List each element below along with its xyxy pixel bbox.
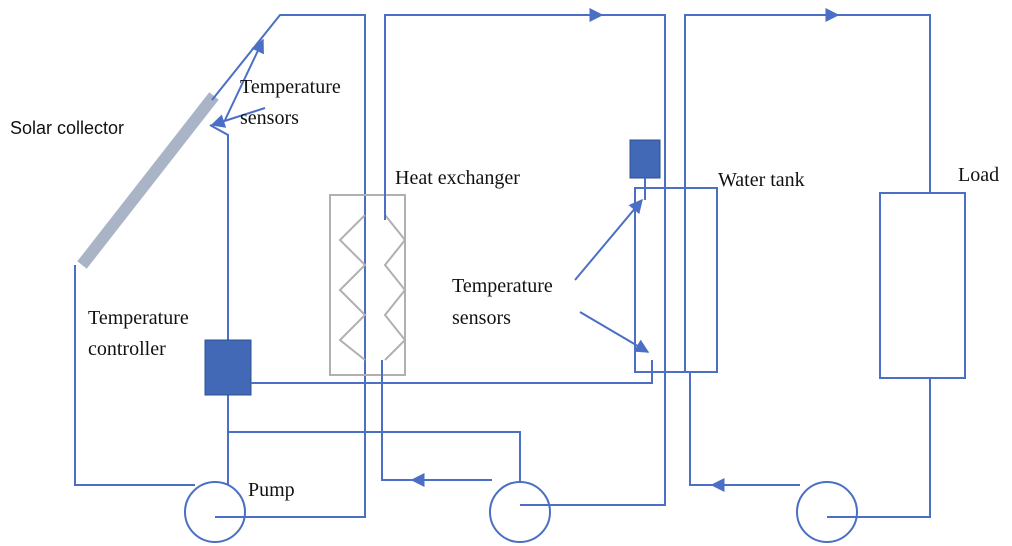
pipe: [827, 378, 931, 518]
load: [879, 192, 966, 379]
label: sensors: [452, 307, 511, 329]
sensor-arrow: [579, 311, 650, 353]
pump: [184, 481, 246, 543]
label: Temperature: [88, 307, 189, 329]
coil: [338, 214, 367, 361]
label: Pump: [248, 479, 295, 501]
heat-exchanger: [329, 194, 406, 376]
pipe: [381, 360, 492, 481]
pipe: [74, 265, 195, 486]
water-tank: [634, 187, 718, 373]
solar-collector: [77, 92, 219, 269]
label: controller: [88, 338, 166, 360]
control-wire: [251, 360, 653, 384]
pipe: [689, 372, 800, 486]
label: Temperature: [240, 76, 341, 98]
sensor-arrow: [574, 198, 643, 281]
pump: [796, 481, 858, 543]
flow-arrow: [224, 38, 264, 121]
pipe: [384, 14, 666, 506]
temperature-controller: [204, 339, 252, 396]
control-wire: [228, 431, 521, 482]
label: Heat exchanger: [395, 167, 520, 189]
label: Temperature: [452, 275, 553, 297]
label: Water tank: [718, 169, 805, 191]
label: Load: [958, 164, 999, 186]
coil: [383, 214, 407, 361]
label: Solar collector: [10, 118, 124, 138]
sensor-unit: [629, 139, 661, 179]
pipe: [209, 124, 229, 485]
label: sensors: [240, 107, 299, 129]
sensor-arrow: [210, 107, 266, 128]
pump: [489, 481, 551, 543]
